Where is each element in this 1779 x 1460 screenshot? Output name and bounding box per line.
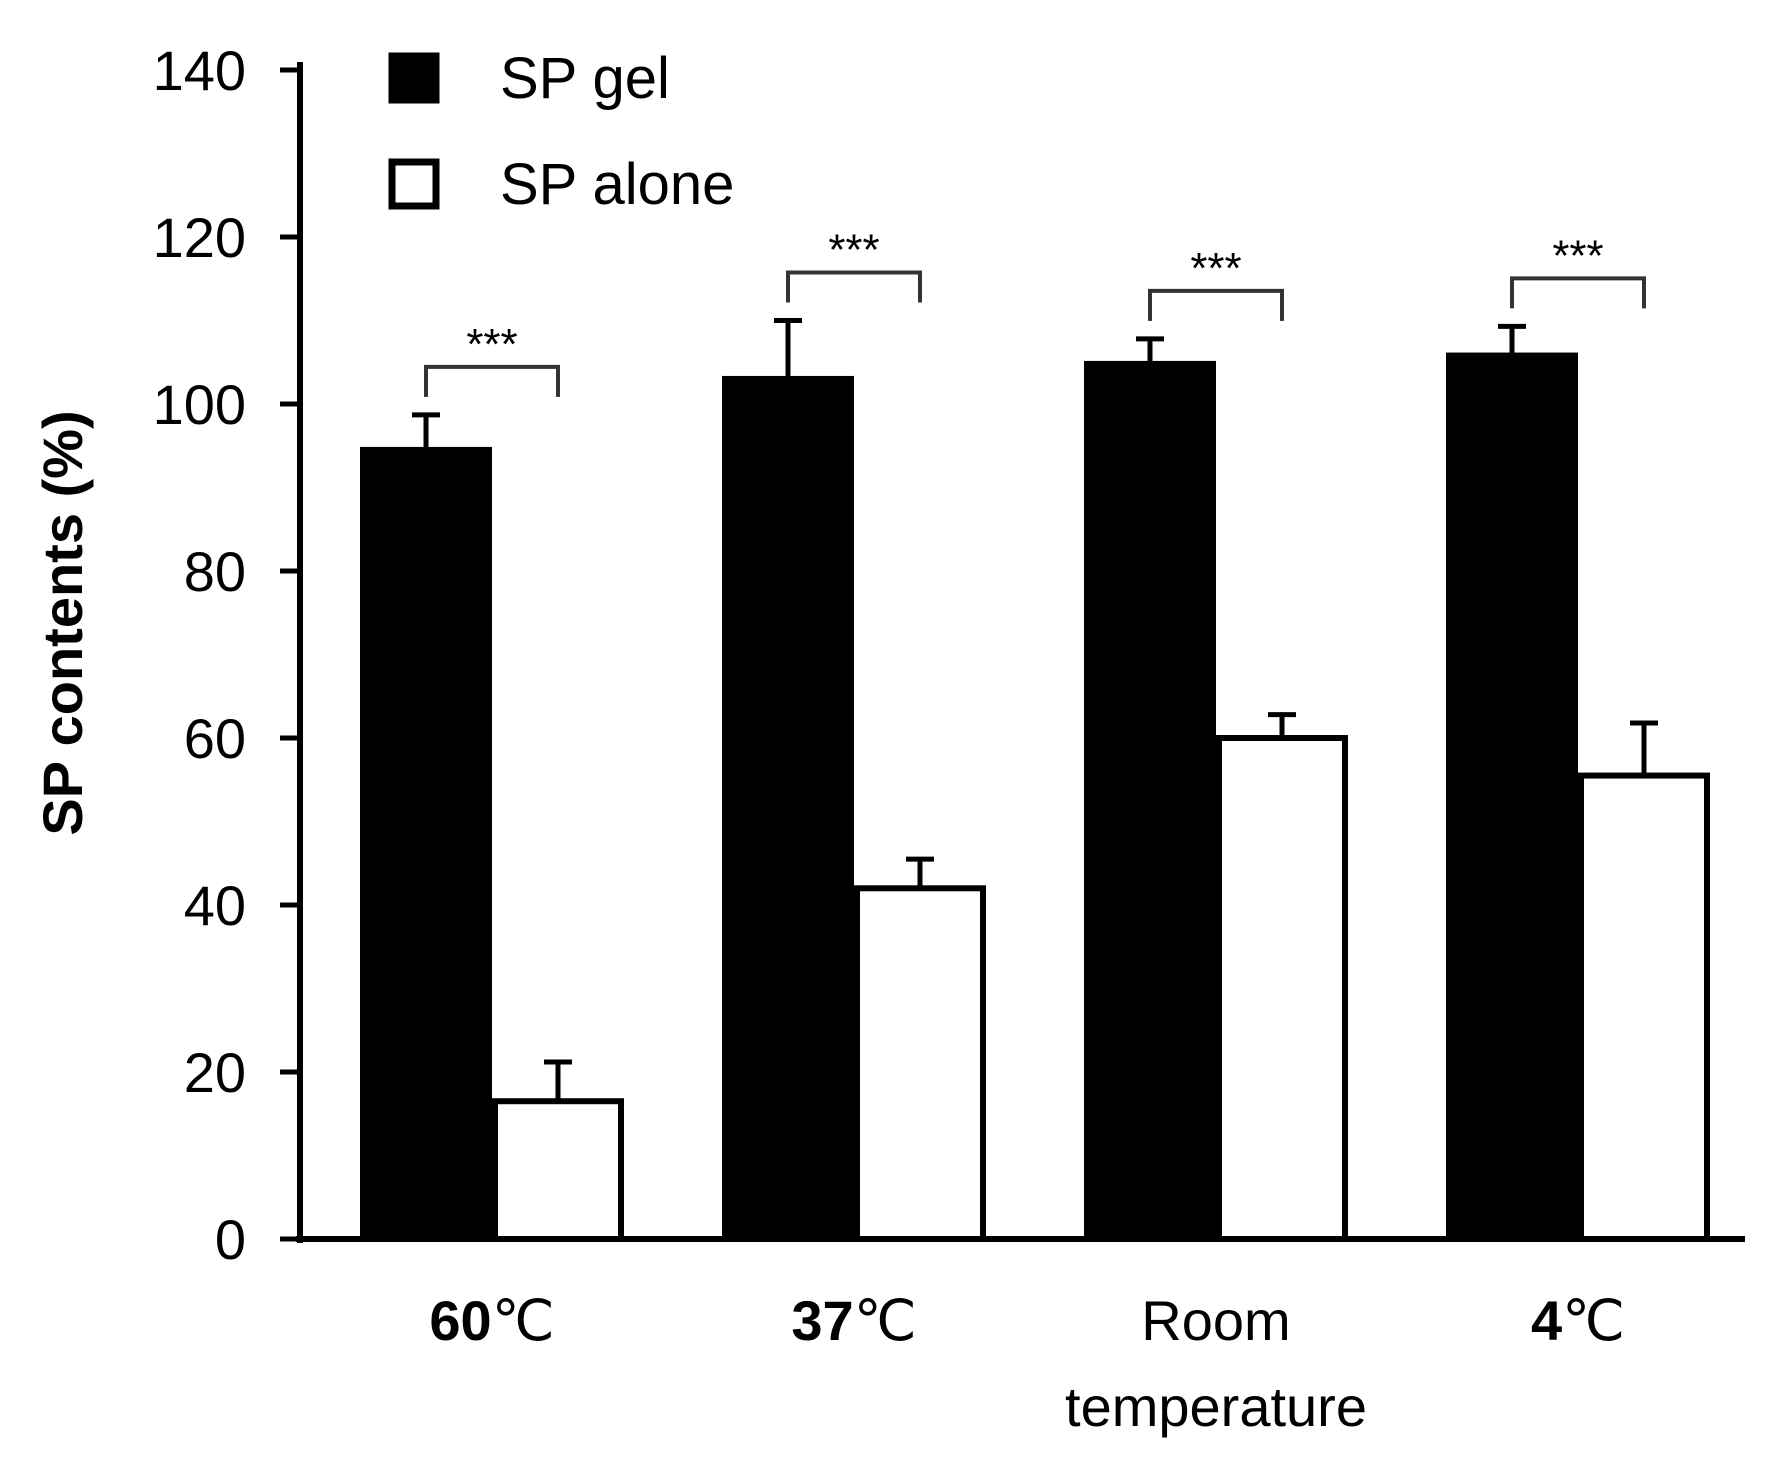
y-axis-label: SP contents (%) xyxy=(31,410,94,835)
legend-label-sp-gel: SP gel xyxy=(500,46,670,111)
category-label-number: 4 xyxy=(1531,1289,1562,1352)
category-label-unit: ℃ xyxy=(1562,1289,1625,1352)
legend-label-sp-alone: SP alone xyxy=(500,152,734,217)
significance-label: *** xyxy=(828,226,879,275)
y-tick-label: 0 xyxy=(215,1208,246,1271)
category-label-number: 60 xyxy=(429,1289,491,1352)
y-tick-label: 80 xyxy=(184,540,246,603)
axes: 0 20 40 60 80 100 120 140 xyxy=(153,39,1745,1271)
category-label: 37℃ xyxy=(791,1289,916,1352)
category-label: 4℃ xyxy=(1531,1289,1625,1352)
bar-sp-gel xyxy=(722,375,854,1242)
bar-sp-alone xyxy=(1216,735,1348,1242)
bar-sp-alone xyxy=(492,1098,624,1242)
y-tick-label: 60 xyxy=(184,707,246,770)
bar-sp-gel xyxy=(1446,352,1578,1242)
significance-bracket xyxy=(1510,276,1646,309)
error-bars xyxy=(412,318,1658,1102)
bars xyxy=(360,352,1710,1243)
y-tick-label: 120 xyxy=(153,206,246,269)
significance-label: *** xyxy=(466,320,517,369)
bar-sp-gel xyxy=(1084,360,1216,1243)
y-tick-label: 40 xyxy=(184,874,246,937)
significance-bracket xyxy=(1148,288,1284,321)
significance-bracket xyxy=(786,270,922,303)
y-tick-label: 20 xyxy=(184,1041,246,1104)
category-label-text: Room xyxy=(1141,1289,1290,1352)
significance-markers: *** *** *** *** xyxy=(424,226,1646,397)
category-label: Room xyxy=(1141,1289,1290,1352)
bar-sp-gel xyxy=(360,446,492,1242)
significance-label: *** xyxy=(1552,231,1603,280)
bar-sp-alone xyxy=(854,885,986,1242)
legend-swatch-sp-gel xyxy=(388,52,440,104)
legend-swatch-sp-alone xyxy=(388,158,440,210)
y-tick-label: 100 xyxy=(153,373,246,436)
y-axis-label-group: SP contents (%) xyxy=(31,410,94,835)
category-label-unit: ℃ xyxy=(492,1289,555,1352)
significance-bracket xyxy=(424,364,560,397)
bar-sp-alone xyxy=(1578,772,1710,1242)
category-label-number: 37 xyxy=(791,1289,853,1352)
category-label-unit: ℃ xyxy=(854,1289,917,1352)
significance-label: *** xyxy=(1190,244,1241,293)
category-label: 60℃ xyxy=(429,1289,554,1352)
category-label-line2: temperature xyxy=(1065,1375,1367,1438)
legend: SP gel SP alone xyxy=(388,46,734,217)
y-tick-label: 140 xyxy=(153,39,246,102)
